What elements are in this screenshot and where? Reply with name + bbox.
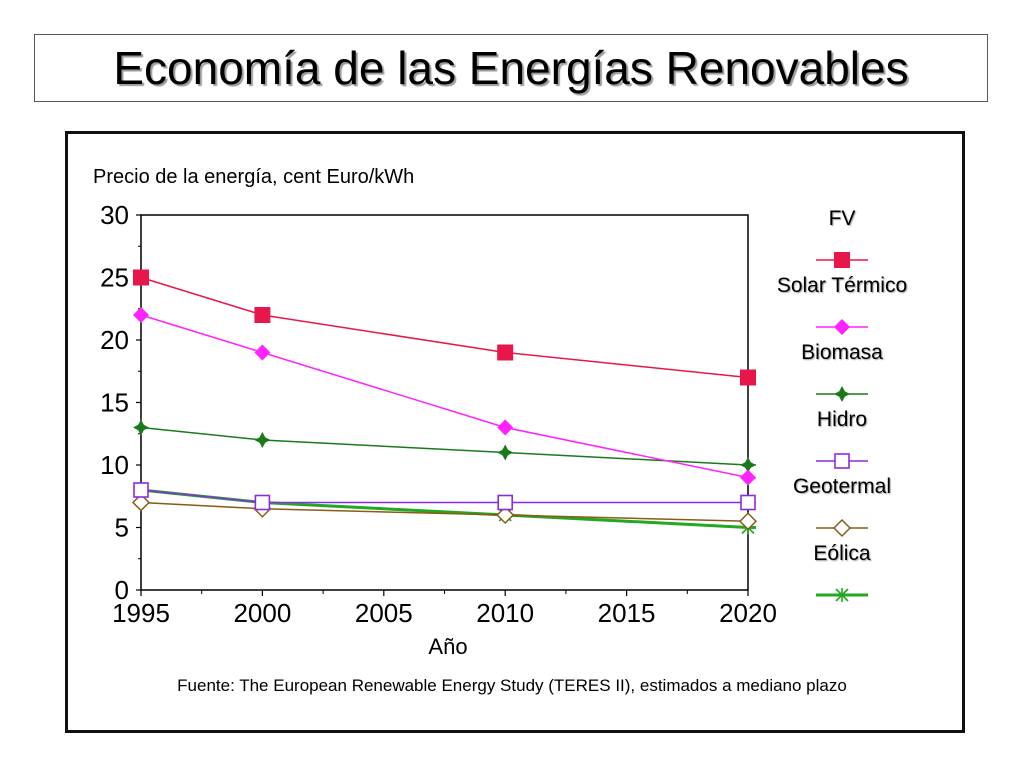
data-point-biomasa xyxy=(254,432,271,448)
legend-label-biomasa: Biomasa xyxy=(801,341,883,364)
y-tick-label: 0 xyxy=(115,575,129,605)
slide-title: Economía de las Energías Renovables xyxy=(34,34,988,102)
data-point-hidro xyxy=(497,494,514,511)
plot-area xyxy=(140,214,749,591)
x-tick-label: 2020 xyxy=(719,598,777,628)
y-tick-label: 25 xyxy=(100,263,129,293)
legend-label-eolica: Eólica xyxy=(813,542,871,565)
chart-frame xyxy=(65,131,965,733)
legend: FV Solar Térmico Biomasa Hidro Geotermal Eóli… xyxy=(777,207,907,602)
legend-marker-geotermal xyxy=(832,518,852,538)
legend-label-solar-termico: Solar Térmico xyxy=(777,274,907,297)
data-point-fv xyxy=(254,307,271,323)
data-point-fv xyxy=(133,269,149,286)
data-point-geotermal xyxy=(738,512,758,531)
x-axis-ticks: 1995 2000 2005 2010 2015 2020 xyxy=(112,590,777,628)
data-point-fv xyxy=(497,344,514,361)
data-point-hidro xyxy=(254,494,271,511)
data-point-hidro xyxy=(133,482,149,498)
legend-marker-hidro xyxy=(834,453,850,469)
data-point-geotermal xyxy=(496,505,515,525)
legend-marker-solar-termico xyxy=(834,319,850,335)
legend-label-geotermal: Geotermal xyxy=(793,475,891,498)
x-tick-label: 2000 xyxy=(233,598,291,628)
data-point-solar-termico xyxy=(740,469,756,486)
y-axis-label: Precio de la energía, cent Euro/kWh xyxy=(93,166,414,188)
y-tick-label: 10 xyxy=(100,450,129,480)
x-axis-label: Año xyxy=(428,634,467,659)
source-note: Fuente: The European Renewable Energy St… xyxy=(177,676,847,695)
x-tick-label: 1995 xyxy=(112,598,170,628)
series-markers xyxy=(131,269,758,535)
data-point-geotermal xyxy=(131,493,151,512)
data-point-solar-termico xyxy=(254,344,271,361)
legend-marker-biomasa xyxy=(834,386,850,402)
y-axis-ticks: 0 5 10 15 20 25 30 xyxy=(100,200,141,605)
data-point-solar-termico xyxy=(133,307,149,323)
data-point-solar-termico xyxy=(497,419,514,436)
legend-marker-eolica xyxy=(835,588,849,602)
series-line-solar-termico xyxy=(140,314,756,479)
data-point-fv xyxy=(740,369,756,386)
data-point-biomasa xyxy=(497,444,514,461)
series-line-biomasa xyxy=(140,426,756,466)
x-tick-label: 2010 xyxy=(476,598,534,628)
y-tick-label: 30 xyxy=(100,200,129,230)
y-tick-label: 20 xyxy=(100,325,129,355)
series-line-eolica xyxy=(140,488,756,529)
data-point-biomasa xyxy=(133,419,149,436)
series-lines xyxy=(140,276,756,529)
y-tick-label: 15 xyxy=(100,388,129,418)
x-tick-label: 2005 xyxy=(355,598,413,628)
data-point-biomasa xyxy=(740,457,756,473)
x-tick-label: 2015 xyxy=(598,598,656,628)
y-tick-label: 5 xyxy=(115,513,129,543)
legend-label-hidro: Hidro xyxy=(817,408,867,431)
legend-marker-fv xyxy=(834,252,850,268)
data-point-hidro xyxy=(740,494,756,511)
series-line-fv xyxy=(140,276,756,379)
legend-label-fv: FV xyxy=(829,207,856,230)
